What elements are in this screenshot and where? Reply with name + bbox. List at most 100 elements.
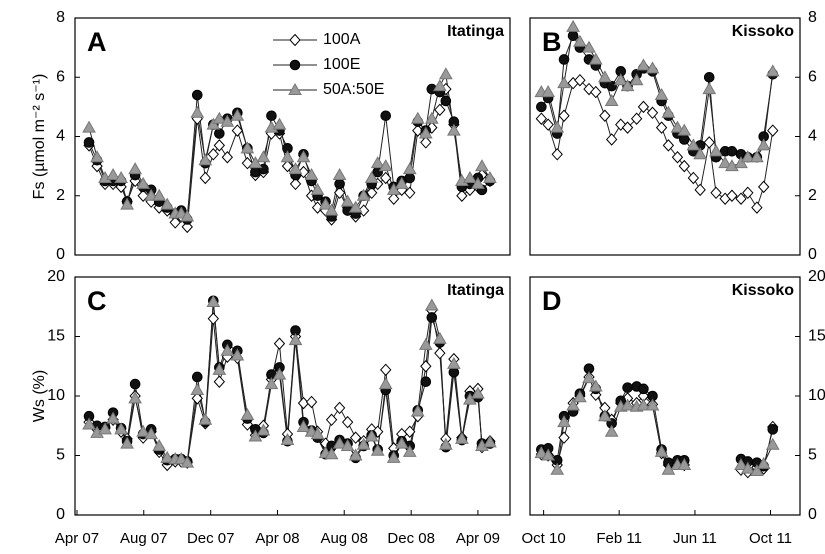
- marker: [535, 112, 548, 125]
- panel-label: D: [542, 286, 562, 316]
- marker: [686, 138, 701, 151]
- marker: [206, 117, 221, 130]
- marker: [588, 52, 603, 65]
- x-tick-label: Jun 11: [673, 530, 717, 547]
- marker: [340, 438, 355, 451]
- marker: [456, 189, 468, 202]
- marker: [212, 111, 227, 124]
- marker: [305, 395, 318, 409]
- marker: [471, 176, 485, 189]
- marker: [402, 444, 417, 457]
- marker: [654, 444, 669, 457]
- marker: [311, 201, 324, 214]
- x-tick-label: Apr 09: [456, 530, 500, 547]
- marker: [82, 417, 96, 430]
- marker: [693, 147, 708, 160]
- marker: [333, 186, 346, 200]
- marker: [432, 79, 447, 92]
- plot-frame: [74, 17, 511, 256]
- marker: [606, 80, 617, 92]
- marker: [677, 458, 692, 471]
- marker: [288, 162, 303, 175]
- marker: [106, 168, 120, 181]
- marker: [272, 367, 287, 380]
- y-tick-label: 2: [56, 187, 65, 204]
- legend-label: 50A:50E: [323, 81, 384, 98]
- marker: [318, 197, 333, 210]
- marker: [230, 348, 245, 361]
- marker: [280, 433, 295, 446]
- y-tick-label: 0: [56, 246, 65, 263]
- marker: [394, 436, 409, 449]
- marker: [606, 133, 618, 146]
- marker: [356, 437, 371, 450]
- marker: [574, 73, 586, 87]
- legend-label: 100E: [323, 56, 360, 73]
- marker: [434, 346, 446, 360]
- marker: [206, 294, 221, 307]
- y-tick-label: 15: [808, 328, 825, 345]
- marker: [420, 136, 432, 149]
- panel-title: Itatinga: [447, 282, 504, 299]
- marker: [248, 429, 263, 442]
- marker: [364, 170, 379, 183]
- marker: [207, 312, 219, 325]
- marker: [735, 192, 747, 205]
- marker: [645, 398, 660, 411]
- y-tick-label: 10: [808, 387, 825, 404]
- marker: [767, 424, 779, 435]
- marker: [296, 419, 311, 432]
- marker: [463, 392, 477, 405]
- marker: [83, 137, 95, 148]
- panel-title: Itatinga: [447, 23, 504, 40]
- x-tick-label: Aug 07: [120, 530, 168, 547]
- marker: [475, 159, 489, 172]
- marker: [550, 462, 565, 475]
- marker: [378, 159, 393, 172]
- marker: [573, 390, 587, 403]
- marker: [114, 170, 128, 183]
- marker: [281, 159, 294, 173]
- marker: [582, 40, 596, 53]
- marker: [434, 103, 446, 117]
- marker: [604, 424, 619, 437]
- marker: [758, 180, 770, 194]
- marker: [678, 159, 690, 173]
- marker: [221, 150, 234, 164]
- marker: [199, 171, 211, 185]
- x-tick-label: Feb 11: [596, 530, 642, 547]
- marker: [324, 203, 339, 216]
- marker: [370, 443, 385, 456]
- marker: [212, 362, 227, 375]
- marker: [710, 186, 722, 200]
- marker: [765, 437, 780, 450]
- marker: [703, 71, 715, 83]
- panel-title: Kissoko: [732, 282, 794, 299]
- marker: [662, 139, 675, 152]
- marker: [567, 30, 579, 42]
- marker: [341, 415, 354, 429]
- marker: [654, 88, 669, 101]
- marker: [264, 377, 279, 390]
- marker: [266, 110, 277, 122]
- x-tick-label: Apr 07: [55, 530, 99, 547]
- marker: [590, 85, 602, 99]
- marker: [304, 168, 319, 181]
- marker: [180, 455, 195, 468]
- marker: [410, 404, 425, 417]
- marker: [289, 33, 301, 47]
- marker: [726, 146, 738, 157]
- marker: [191, 392, 203, 405]
- marker: [765, 64, 780, 77]
- marker: [661, 105, 676, 118]
- marker: [550, 120, 565, 133]
- marker: [289, 59, 301, 71]
- x-tick-label: Aug 08: [320, 530, 368, 547]
- marker: [152, 438, 167, 451]
- panel-title: Kissoko: [732, 23, 794, 40]
- x-tick-label: Oct 11: [749, 530, 792, 547]
- y-tick-label: 4: [56, 128, 65, 145]
- marker: [136, 176, 151, 189]
- panel-label: A: [87, 27, 107, 57]
